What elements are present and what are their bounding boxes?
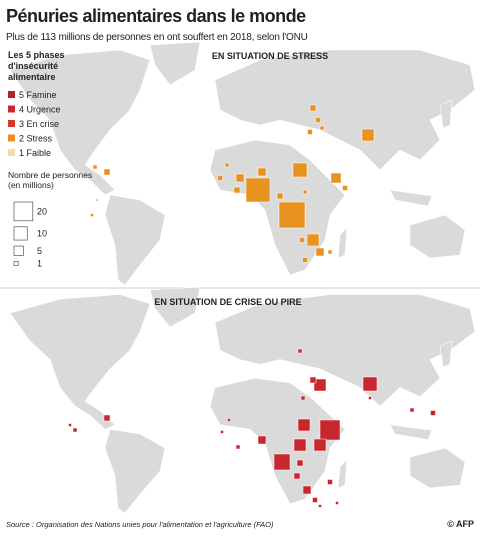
country-square [335, 501, 339, 505]
country-square [307, 129, 313, 135]
country-square [233, 186, 241, 194]
country-square [245, 177, 271, 203]
country-square [300, 395, 306, 401]
size-legend-label: 20 [37, 206, 47, 216]
legend-label: 4 Urgence [19, 105, 61, 115]
country-square [302, 257, 308, 263]
country-square [361, 128, 375, 142]
country-square [297, 348, 303, 354]
legend-swatch [8, 120, 15, 127]
subtitle: Plus de 113 millions de personnes en ont… [6, 32, 308, 43]
map-title: EN SITUATION DE CRISE OU PIRE [154, 297, 301, 307]
country-square [327, 249, 333, 255]
country-square [302, 485, 312, 495]
size-legend-square [13, 245, 24, 256]
country-square [235, 444, 241, 450]
legend-swatch [8, 149, 15, 156]
country-square [293, 438, 307, 452]
country-square [224, 162, 230, 168]
stress-squares [90, 104, 375, 263]
country-square [95, 198, 99, 202]
size-legend-label: 5 [37, 246, 42, 256]
legend-label: 1 Faible [19, 148, 51, 158]
country-square [299, 237, 305, 243]
country-square [313, 378, 327, 392]
title: Pénuries alimentaires dans le monde [6, 6, 306, 26]
country-square [368, 396, 372, 400]
country-square [309, 104, 317, 112]
country-square [235, 173, 245, 183]
country-square [306, 233, 320, 247]
country-square [68, 423, 72, 427]
crisis-squares [68, 348, 436, 508]
country-square [220, 430, 224, 434]
map-title: EN SITUATION DE STRESS [212, 51, 328, 61]
legend-title: d'insécurité [8, 61, 58, 71]
legend-swatch [8, 91, 15, 98]
country-square [330, 172, 342, 184]
country-square [257, 435, 267, 445]
country-square [362, 376, 378, 392]
credit: © AFP [447, 519, 474, 529]
country-square [273, 453, 291, 471]
country-square [313, 438, 327, 452]
size-legend-square [13, 201, 34, 222]
size-legend-square [13, 226, 28, 241]
country-square [312, 497, 318, 503]
size-legend-label: 1 [37, 259, 42, 269]
country-square [409, 407, 415, 413]
country-square [296, 459, 304, 467]
legend-label: 5 Famine [19, 90, 57, 100]
country-square [257, 167, 267, 177]
country-square [318, 504, 322, 508]
country-square [276, 192, 284, 200]
size-legend-title: Nombre de personnes [8, 170, 92, 180]
country-square [92, 164, 98, 170]
legend-swatch [8, 105, 15, 113]
country-square [327, 479, 333, 485]
country-square [103, 414, 111, 422]
country-square [293, 472, 301, 480]
source: Source : Organisation des Nations unies … [6, 520, 274, 529]
country-square [342, 185, 348, 191]
country-square [292, 162, 308, 178]
country-square [315, 117, 321, 123]
country-square [309, 376, 317, 384]
country-square [297, 418, 311, 432]
size-legend-title: (en millions) [8, 180, 54, 190]
size-legend-square [13, 261, 19, 267]
country-square [302, 189, 308, 195]
country-square [217, 175, 223, 181]
legend-label: 3 En crise [19, 119, 59, 129]
country-square [319, 419, 341, 441]
country-square [103, 168, 111, 176]
legend-title: Les 5 phases [8, 50, 65, 60]
country-square [315, 247, 325, 257]
legend-label: 2 Stress [19, 134, 53, 144]
legend-swatch [8, 134, 15, 142]
country-square [430, 410, 436, 416]
legend-title: alimentaire [8, 72, 56, 82]
country-square [278, 201, 306, 229]
country-square [227, 418, 231, 422]
country-square [72, 427, 78, 433]
size-legend-label: 10 [37, 228, 47, 238]
country-square [319, 125, 325, 131]
country-square [90, 213, 94, 217]
